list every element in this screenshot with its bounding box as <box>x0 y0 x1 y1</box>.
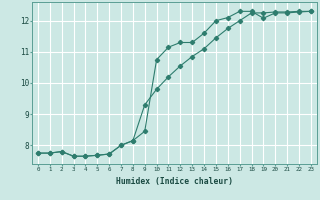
X-axis label: Humidex (Indice chaleur): Humidex (Indice chaleur) <box>116 177 233 186</box>
